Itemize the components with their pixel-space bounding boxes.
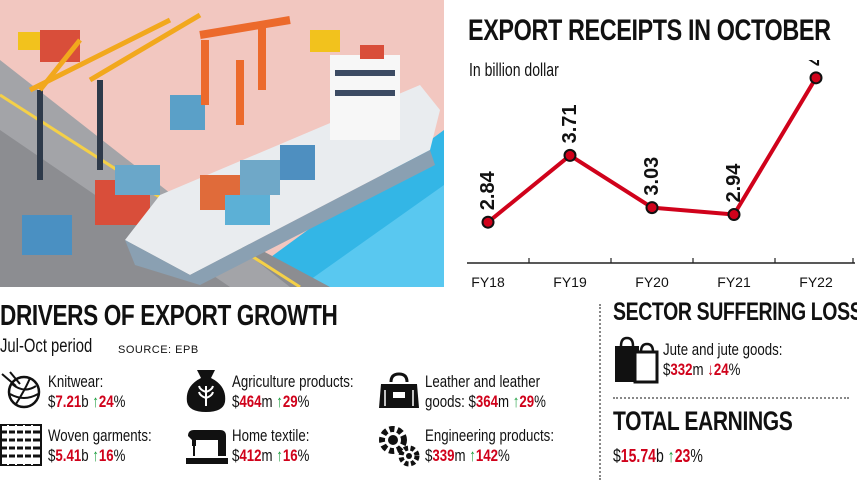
knitwear-block: Knitwear: $7.21b ↑24% [48,372,126,411]
driver-amount: 339 [432,446,455,465]
gears-icon [379,426,420,467]
x-tick-label: FY20 [635,274,669,290]
port-illustration [0,0,444,287]
engineering-block: Engineering products: $339m ↑142% [425,426,555,465]
x-tick-label: FY19 [553,274,587,290]
driver-amount: 5.41 [55,446,82,465]
shopping-bags-icon [615,336,659,384]
total-title: TOTAL EARNINGS [613,406,793,436]
up-arrow-icon: ↑ [276,446,283,465]
section-divider [613,397,849,399]
up-arrow-icon: ↑ [667,446,675,466]
driver-label: Engineering products: [425,426,555,445]
woven-fabric-icon [0,424,42,466]
drivers-period: Jul-Oct period [0,336,93,357]
driver-label: Agriculture products: [232,372,354,391]
driver-change: 29 [519,392,535,411]
loss-title: SECTOR SUFFERING LOSS [613,298,857,326]
driver-label: Home textile: [232,426,310,445]
driver-amount: 412 [239,446,262,465]
source-label: SOURCE: EPB [118,344,199,356]
up-arrow-icon: ↑ [92,446,99,465]
up-arrow-icon: ↑ [276,392,283,411]
driver-change: 16 [282,446,298,465]
total-change: 23 [674,446,691,466]
x-tick-label: FY21 [717,274,751,290]
driver-amount: 7.21 [55,392,82,411]
data-point [645,201,659,215]
driver-change: 142 [475,446,499,465]
driver-change: 24 [98,392,114,411]
up-arrow-icon: ↑ [512,392,520,411]
data-point [727,208,741,222]
up-arrow-icon: ↑ [469,446,476,465]
total-block: $15.74b ↑23% [613,446,703,466]
yarn-ball-icon [1,371,41,409]
driver-label: Woven garments: [48,426,152,445]
woven-block: Woven garments: $5.41b ↑16% [48,426,152,465]
driver-change: 16 [98,446,114,465]
driver-label: Knitwear: [48,372,104,391]
data-label: 3.03 [641,157,663,196]
data-label: 3.71 [559,104,581,143]
data-label: 2.94 [723,163,745,203]
driver-amount: 364 [475,392,499,411]
leather-bag-icon [379,372,419,408]
sewing-machine-icon [186,430,228,464]
column-divider [599,304,601,480]
data-label: 2.84 [477,170,499,210]
home-textile-block: Home textile: $412m ↑16% [232,426,310,465]
loss-block: Jute and jute goods: $332m ↓24% [663,340,783,379]
leather-block: Leather and leather goods: $364m ↑29% [425,372,546,411]
data-point [481,215,495,229]
driver-change: 29 [282,392,298,411]
chart-title: EXPORT RECEIPTS IN OCTOBER [468,14,831,47]
total-amount: 15.74 [620,446,656,466]
loss-label: Jute and jute goods: [663,340,783,359]
up-arrow-icon: ↑ [92,392,99,411]
agriculture-block: Agriculture products: $464m ↑29% [232,372,354,411]
grain-sack-icon [186,370,226,412]
export-line-chart: 2.84 3.71 3.03 2.94 4.72 FY18 FY19 FY20 FY21 FY22 [467,60,855,290]
data-label: 4.72 [805,60,827,66]
loss-change: 24 [713,360,729,379]
chart-subtitle: In billion dollar [469,60,559,80]
x-tick-label: FY22 [799,274,833,290]
driver-amount: 464 [239,392,262,411]
driver-label: Leather and leather [425,372,541,391]
series-line [486,76,818,224]
x-tick-label: FY18 [471,274,505,290]
drivers-title: DRIVERS OF EXPORT GROWTH [0,300,338,332]
loss-amount: 332 [670,360,693,379]
data-point [809,71,823,85]
down-arrow-icon: ↓ [707,360,714,379]
data-point [563,148,577,162]
